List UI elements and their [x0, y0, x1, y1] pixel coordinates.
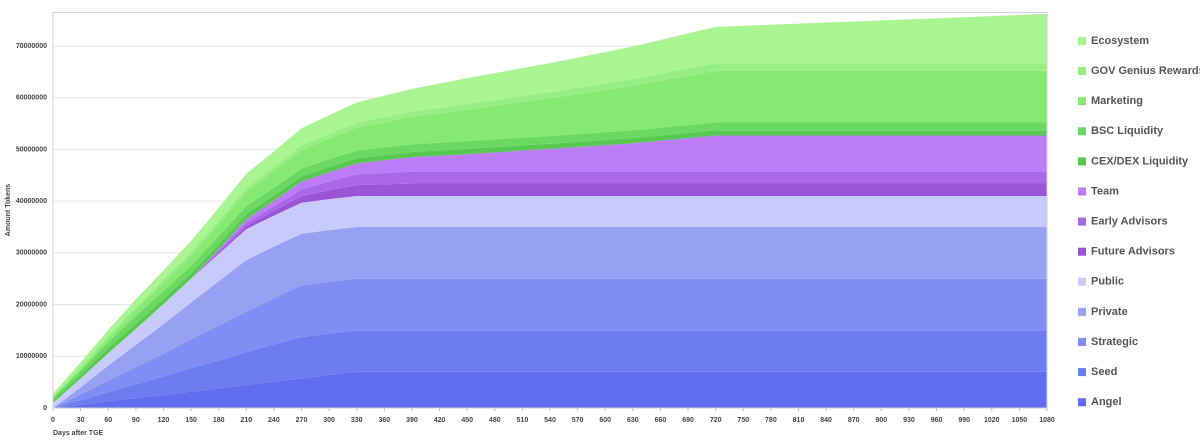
x-tick-label: 1050 — [1012, 417, 1028, 424]
x-tick-label: 900 — [875, 417, 887, 424]
y-tick-label: 50000000 — [16, 146, 47, 153]
x-tick-label: 570 — [572, 417, 584, 424]
x-tick-label: 810 — [793, 417, 805, 424]
x-tick-label: 780 — [765, 417, 777, 424]
x-tick-label: 330 — [351, 417, 363, 424]
legend-swatch — [1078, 338, 1086, 346]
legend-label: CEX/DEX Liquidity — [1091, 155, 1189, 167]
x-tick-label: 240 — [268, 417, 280, 424]
x-tick-label: 210 — [240, 417, 252, 424]
legend-swatch — [1078, 187, 1086, 196]
x-tick-label: 690 — [682, 417, 694, 424]
x-tick-label: 630 — [627, 417, 639, 424]
legend-label: Ecosystem — [1091, 35, 1149, 47]
x-tick-label: 60 — [104, 417, 112, 424]
legend-swatch — [1078, 67, 1086, 76]
area — [53, 371, 1047, 408]
area — [53, 70, 1047, 398]
x-tick-label: 420 — [434, 417, 446, 424]
x-tick-label: 90 — [132, 417, 140, 424]
x-tick-label: 510 — [517, 417, 529, 424]
x-tick-label: 1080 — [1039, 417, 1055, 424]
y-tick-label: 40000000 — [16, 198, 47, 205]
legend-label: GOV Genius Rewards — [1091, 65, 1200, 77]
legend-swatch — [1078, 157, 1086, 166]
legend-swatch — [1078, 307, 1086, 316]
area — [53, 63, 1047, 398]
x-tick-label: 660 — [655, 417, 667, 424]
x-axis-title: Days after TGE — [53, 430, 104, 437]
x-tick-label: 270 — [296, 417, 308, 424]
area — [53, 278, 1047, 408]
x-tick-label: 600 — [599, 417, 611, 424]
legend-label: Future Advisors — [1091, 246, 1175, 258]
area — [53, 195, 1047, 408]
area — [53, 330, 1047, 408]
x-tick-label: 960 — [931, 417, 943, 424]
x-tick-label: 990 — [958, 417, 970, 424]
y-tick-label: 20000000 — [16, 301, 47, 308]
y-tick-label: 70000000 — [16, 43, 47, 50]
x-tick-label: 480 — [489, 417, 501, 424]
legend-swatch — [1078, 398, 1086, 407]
y-tick-label: 0 — [43, 405, 47, 412]
x-tick-label: 180 — [213, 417, 225, 424]
area — [53, 227, 1047, 408]
area — [53, 135, 1047, 403]
plot-frame — [52, 11, 1048, 409]
y-tick-label: 10000000 — [16, 353, 47, 360]
legend-swatch — [1078, 127, 1086, 136]
y-tick-label: 30000000 — [16, 250, 47, 257]
legend-label: Early Advisors — [1091, 216, 1168, 228]
legend-swatch — [1078, 97, 1086, 106]
legend-swatch — [1078, 37, 1086, 45]
x-tick-label: 1020 — [984, 417, 1000, 424]
legend-label: Angel — [1091, 396, 1122, 408]
x-tick-label: 870 — [848, 417, 860, 424]
x-tick-label: 120 — [158, 417, 170, 424]
legend-swatch — [1078, 368, 1086, 377]
x-tick-label: 390 — [406, 417, 418, 424]
x-tick-label: 540 — [544, 417, 556, 424]
legend-label: Public — [1091, 276, 1124, 288]
x-tick-label: 0 — [51, 417, 55, 424]
area — [53, 13, 1047, 397]
legend-label: Private — [1091, 306, 1128, 318]
x-tick-label: 450 — [461, 417, 473, 424]
y-axis-title: Amount Tokens — [5, 184, 12, 236]
legend-label: BSC Liquidity — [1091, 125, 1164, 137]
legend-label: Strategic — [1091, 336, 1138, 348]
x-tick-label: 930 — [903, 417, 915, 424]
legend-swatch — [1078, 247, 1086, 256]
legend-swatch — [1078, 217, 1086, 226]
x-tick-label: 300 — [323, 417, 335, 424]
x-tick-label: 840 — [820, 417, 832, 424]
y-tick-label: 60000000 — [16, 95, 47, 102]
legend-label: Seed — [1091, 366, 1117, 378]
x-tick-label: 150 — [185, 417, 197, 424]
legend-label: Marketing — [1091, 95, 1143, 107]
x-tick-label: 720 — [710, 417, 722, 424]
x-tick-label: 360 — [378, 417, 390, 424]
legend-swatch — [1078, 277, 1086, 286]
x-tick-label: 30 — [77, 417, 85, 424]
legend-label: Team — [1091, 185, 1119, 197]
x-tick-label: 750 — [737, 417, 749, 424]
